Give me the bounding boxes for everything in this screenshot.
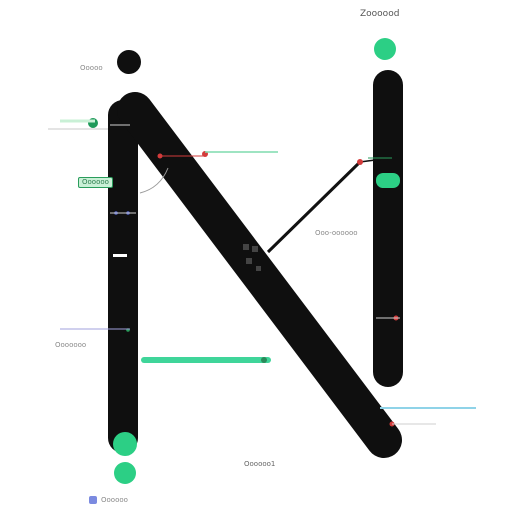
upper-green-tag: Oooooo <box>78 177 113 188</box>
legend-row: Oooooo <box>89 496 128 504</box>
arc-curve <box>139 167 169 194</box>
glyph-box-4 <box>256 266 261 271</box>
green-dot-top-right <box>374 38 396 60</box>
glyph-box-3 <box>246 258 252 264</box>
green-dot-bottom-1 <box>113 432 137 456</box>
dot-top-left <box>117 50 141 74</box>
connector-top-right <box>359 157 391 163</box>
diagonal-stroke <box>117 92 402 458</box>
connector-diagonal <box>266 160 362 254</box>
legend-label: Oooooo <box>101 496 128 504</box>
glyph-box-1 <box>243 244 249 250</box>
green-dot-bottom-2 <box>114 462 136 484</box>
label-mid-right: Ooo-oooooo <box>315 229 358 237</box>
bar-end-dot <box>261 357 267 363</box>
glyph-box-2 <box>252 246 258 252</box>
label-bottom-center: Oooooo1 <box>244 460 276 468</box>
title-label: Zoooood <box>360 9 400 19</box>
label-lower-left: Ooooooo <box>55 341 87 349</box>
green-pill-right <box>376 173 400 188</box>
label-top-left: Ooooo <box>80 64 103 72</box>
green-bar-horizontal <box>141 357 271 363</box>
marker-red-3 <box>357 159 363 165</box>
white-notch <box>113 254 127 257</box>
legend-swatch <box>89 496 97 504</box>
